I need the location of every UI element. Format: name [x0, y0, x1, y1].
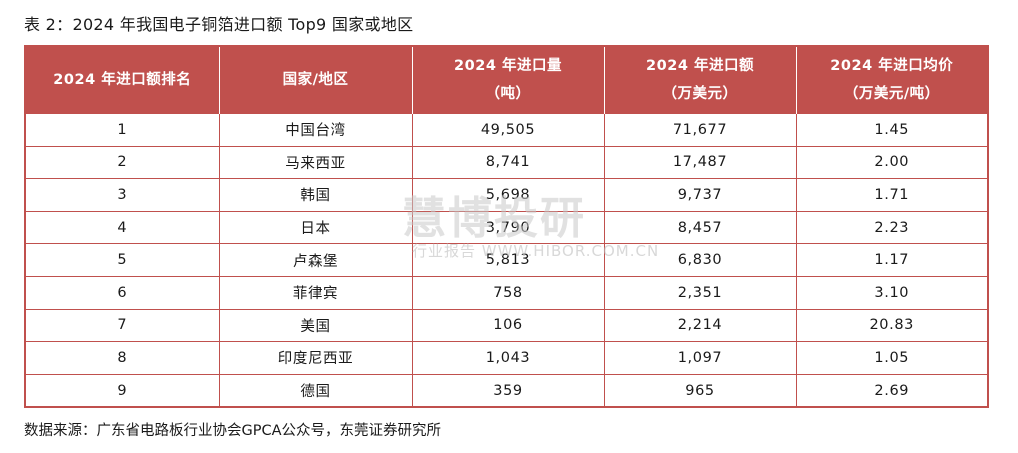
avg-price-cell: 1.71 [795, 178, 988, 212]
avg-price-cell: 1.45 [795, 113, 988, 147]
rank-cell: 7 [25, 308, 219, 342]
volume-cell: 3,790 [411, 210, 604, 244]
table-row: 6 菲律宾 758 2,351 3.10 [25, 275, 988, 310]
table-row: 1 中国台湾 49,505 71,677 1.45 [25, 113, 988, 147]
avg-price-cell: 3.10 [795, 275, 988, 310]
table-row: 3 韩国 5,698 9,737 1.71 [25, 178, 988, 212]
volume-cell: 106 [411, 308, 604, 342]
amount-cell: 17,487 [603, 145, 796, 179]
volume-cell: 5,698 [411, 178, 604, 212]
rank-cell: 1 [25, 113, 219, 147]
volume-cell: 1,043 [411, 341, 604, 375]
avg-price-cell: 1.17 [795, 243, 988, 277]
volume-cell: 758 [411, 275, 604, 310]
volume-cell: 49,505 [411, 113, 604, 147]
table-row: 2 马来西亚 8,741 17,487 2.00 [25, 145, 988, 179]
rank-cell: 9 [25, 373, 219, 408]
rank-cell: 2 [25, 145, 219, 179]
table-row: 8 印度尼西亚 1,043 1,097 1.05 [25, 341, 988, 375]
country-cell: 印度尼西亚 [218, 341, 412, 375]
amount-cell: 9,737 [603, 178, 796, 212]
avg-price-cell: 1.05 [795, 341, 988, 375]
header-volume: 2024 年进口量 （吨） [411, 46, 604, 114]
rank-cell: 8 [25, 341, 219, 375]
header-amount: 2024 年进口额 （万美元） [603, 46, 796, 114]
header-label: 2024 年进口额 [646, 58, 754, 74]
amount-cell: 8,457 [603, 210, 796, 244]
table-body: 1 中国台湾 49,505 71,677 1.45 2 马来西亚 8,741 1… [25, 113, 988, 408]
country-cell: 卢森堡 [218, 243, 412, 277]
amount-cell: 1,097 [603, 341, 796, 375]
country-cell: 美国 [218, 308, 412, 342]
country-cell: 菲律宾 [218, 275, 412, 310]
avg-price-cell: 2.00 [795, 145, 988, 179]
header-avg-price: 2024 年进口均价 （万美元/吨） [795, 46, 988, 114]
data-source-note: 数据来源：广东省电路板行业协会GPCA公众号，东莞证券研究所 [24, 423, 442, 439]
import-table-container: 2024 年进口额排名 国家/地区 2024 年进口量 （吨） 2024 年进口… [24, 45, 989, 409]
header-label: 国家/地区 [282, 72, 349, 88]
header-label: 2024 年进口均价 [830, 58, 954, 74]
table-caption: 表 2：2024 年我国电子铜箔进口额 Top9 国家或地区 [24, 15, 414, 34]
header-rank: 2024 年进口额排名 [25, 46, 219, 114]
amount-cell: 71,677 [603, 113, 796, 147]
header-unit: （万美元/吨） [843, 86, 940, 102]
header-unit: （万美元） [662, 86, 738, 102]
amount-cell: 965 [603, 373, 796, 408]
volume-cell: 359 [411, 373, 604, 408]
header-label: 2024 年进口额排名 [53, 72, 192, 88]
amount-cell: 6,830 [603, 243, 796, 277]
country-cell: 德国 [218, 373, 412, 408]
volume-cell: 8,741 [411, 145, 604, 179]
table-row: 4 日本 3,790 8,457 2.23 [25, 210, 988, 244]
table-row: 7 美国 106 2,214 20.83 [25, 308, 988, 342]
country-cell: 日本 [218, 210, 412, 244]
rank-cell: 3 [25, 178, 219, 212]
avg-price-cell: 20.83 [795, 308, 988, 342]
rank-cell: 6 [25, 275, 219, 310]
country-cell: 韩国 [218, 178, 412, 212]
amount-cell: 2,351 [603, 275, 796, 310]
table-row: 5 卢森堡 5,813 6,830 1.17 [25, 243, 988, 277]
avg-price-cell: 2.23 [795, 210, 988, 244]
header-country: 国家/地区 [218, 46, 412, 114]
header-label: 2024 年进口量 [454, 58, 562, 74]
header-unit: （吨） [485, 86, 531, 102]
header-row: 2024 年进口额排名 国家/地区 2024 年进口量 （吨） 2024 年进口… [25, 46, 988, 114]
avg-price-cell: 2.69 [795, 373, 988, 408]
country-cell: 马来西亚 [218, 145, 412, 179]
volume-cell: 5,813 [411, 243, 604, 277]
table-header: 2024 年进口额排名 国家/地区 2024 年进口量 （吨） 2024 年进口… [25, 46, 988, 114]
import-table: 2024 年进口额排名 国家/地区 2024 年进口量 （吨） 2024 年进口… [24, 45, 989, 409]
amount-cell: 2,214 [603, 308, 796, 342]
rank-cell: 5 [25, 243, 219, 277]
rank-cell: 4 [25, 210, 219, 244]
country-cell: 中国台湾 [218, 113, 412, 147]
table-row: 9 德国 359 965 2.69 [25, 373, 988, 408]
